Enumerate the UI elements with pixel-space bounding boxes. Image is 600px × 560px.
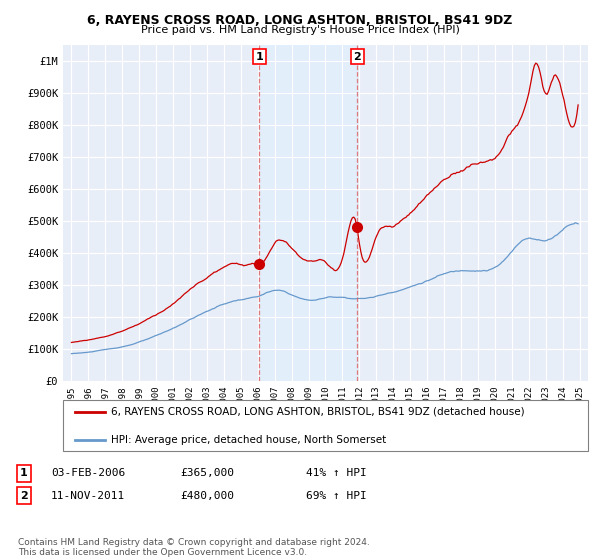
Text: 1: 1 [20,468,28,478]
Bar [259,45,357,381]
Text: Price paid vs. HM Land Registry's House Price Index (HPI): Price paid vs. HM Land Registry's House … [140,25,460,35]
Text: 41% ↑ HPI: 41% ↑ HPI [306,468,367,478]
Text: 2: 2 [20,491,28,501]
Text: 11-NOV-2011: 11-NOV-2011 [51,491,125,501]
Text: 6, RAYENS CROSS ROAD, LONG ASHTON, BRISTOL, BS41 9DZ (detached house): 6, RAYENS CROSS ROAD, LONG ASHTON, BRIST… [111,407,524,417]
Text: 6, RAYENS CROSS ROAD, LONG ASHTON, BRISTOL, BS41 9DZ: 6, RAYENS CROSS ROAD, LONG ASHTON, BRIST… [88,14,512,27]
Text: HPI: Average price, detached house, North Somerset: HPI: Average price, detached house, Nort… [111,435,386,445]
Text: Contains HM Land Registry data © Crown copyright and database right 2024.
This d: Contains HM Land Registry data © Crown c… [18,538,370,557]
Text: £480,000: £480,000 [180,491,234,501]
Text: 2: 2 [353,52,361,62]
Text: £365,000: £365,000 [180,468,234,478]
Text: 69% ↑ HPI: 69% ↑ HPI [306,491,367,501]
Text: 03-FEB-2006: 03-FEB-2006 [51,468,125,478]
Text: 1: 1 [256,52,263,62]
